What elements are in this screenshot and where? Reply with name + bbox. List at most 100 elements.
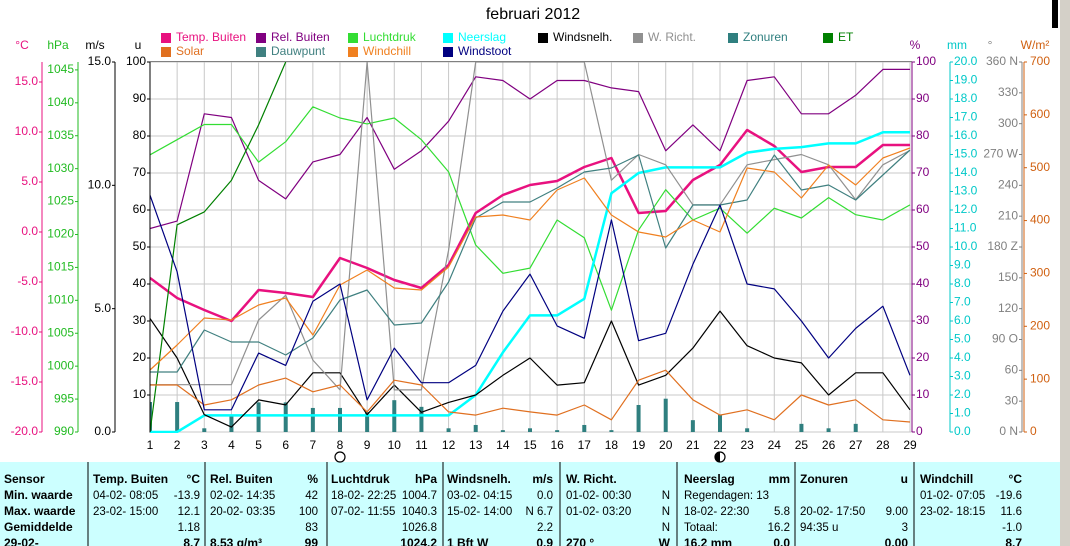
table-cell-value: 1004.7 — [402, 490, 437, 502]
x-tick-label: 4 — [228, 438, 235, 452]
table-cell-value: 42 — [305, 490, 318, 502]
axis-unit: % — [910, 38, 921, 52]
axis-unit: W/m² — [1021, 38, 1050, 52]
table-cell-value: mm — [769, 472, 790, 486]
table-cell-value: 8.7 — [1005, 536, 1022, 546]
scrollbar[interactable] — [1060, 0, 1070, 546]
bar — [310, 407, 315, 432]
legend-label: Windstoot — [458, 44, 512, 58]
x-tick-label: 6 — [282, 438, 289, 452]
legend-label: Windchill — [363, 44, 411, 58]
table-cell-value: 11.6 — [1000, 506, 1022, 518]
y-tick-label: 1000 — [47, 358, 74, 372]
y-tick-label: 3.0 — [954, 369, 971, 383]
table-cell-value: °C — [187, 472, 201, 486]
legend-label: Zonuren — [743, 30, 788, 44]
y-tick-label: 0.0 — [94, 424, 111, 438]
table-cell-value: 100 — [299, 506, 318, 518]
y-tick-label: 1020 — [47, 227, 74, 241]
y-tick-label: 330 — [998, 85, 1018, 99]
table-cell-value: W — [659, 536, 671, 546]
y-tick-label: 17.0 — [954, 110, 978, 124]
y-tick-label: 12.0 — [954, 202, 978, 216]
table-cell: 07-02- 11:55 — [331, 506, 395, 518]
series-line — [150, 106, 911, 311]
y-tick-label: 1025 — [47, 194, 74, 208]
axis-unit: u — [135, 38, 142, 52]
bar — [150, 402, 152, 432]
y-tick-label: -5.0 — [17, 274, 38, 288]
bar — [690, 420, 695, 432]
x-tick-label: 16 — [550, 438, 564, 452]
y-tick-label: 30 — [133, 313, 147, 327]
y-tick-label: 5.0 — [21, 174, 38, 188]
x-tick-label: 13 — [469, 438, 483, 452]
axis-unit: hPa — [47, 38, 69, 52]
y-tick-label: 10.0 — [88, 178, 112, 192]
y-tick-label: 360 N — [986, 54, 1018, 68]
table-cell: 20-02- 03:35 — [210, 506, 275, 518]
x-tick-label: 12 — [442, 438, 456, 452]
table-cell-value: 0.0 — [537, 490, 553, 502]
y-tick-label: 1030 — [47, 161, 74, 175]
legend-label: ET — [838, 30, 854, 44]
table-cell: 02-02- 14:35 — [210, 490, 275, 502]
y-tick-label: 600 — [1030, 107, 1050, 121]
table-cell: 1 Bft W — [447, 536, 489, 546]
table-cell-value: N 6.7 — [526, 506, 554, 518]
legend-swatch — [348, 33, 358, 43]
y-tick-label: 0 — [916, 424, 923, 438]
y-tick-label: 1010 — [47, 292, 74, 306]
x-tick-label: 11 — [415, 438, 428, 452]
table-cell-value: -1.0 — [1002, 522, 1022, 534]
series-line — [150, 149, 911, 373]
x-tick-label: 20 — [659, 438, 673, 452]
bar — [365, 412, 370, 432]
y-tick-label: 40 — [133, 276, 147, 290]
table-cell: 15-02- 14:00 — [447, 506, 512, 518]
table-cell: Rel. Buiten — [210, 472, 273, 486]
y-tick-label: 1040 — [47, 95, 74, 109]
y-tick-label: 1045 — [47, 62, 74, 76]
bar — [718, 414, 722, 432]
table-cell-value: 0.9 — [536, 536, 553, 546]
y-tick-label: 180 Z — [987, 239, 1018, 253]
bar — [528, 428, 532, 432]
y-tick-label: 0 — [1030, 424, 1037, 438]
table-cell: 01-02- 07:05 — [920, 490, 985, 502]
legend-swatch — [161, 33, 171, 43]
table-cell: Luchtdruk — [331, 472, 390, 486]
bar — [229, 414, 234, 432]
bar — [853, 423, 858, 432]
bar — [799, 423, 804, 432]
legend-label: Windsnelh. — [553, 30, 612, 44]
x-tick-label: 26 — [822, 438, 836, 452]
table-cell: Regendagen: 13 — [684, 490, 769, 502]
legend-label: W. Richt. — [648, 30, 696, 44]
x-tick-label: 14 — [496, 438, 510, 452]
table-cell: Windsnelh. — [447, 472, 511, 486]
table-cell: W. Richt. — [566, 472, 617, 486]
y-tick-label: 500 — [1030, 160, 1050, 174]
y-tick-label: 15.0 — [88, 54, 112, 68]
y-tick-label: 30 — [1005, 393, 1019, 407]
bar — [636, 404, 641, 432]
legend-label: Rel. Buiten — [271, 30, 330, 44]
y-tick-label: 50 — [916, 239, 930, 253]
y-tick-label: 14.0 — [954, 165, 978, 179]
legend-swatch — [443, 33, 453, 43]
table-cell-value: N — [662, 506, 670, 518]
table-cell: 03-02- 04:15 — [447, 490, 512, 502]
table-cell-value: 83 — [305, 522, 318, 534]
x-tick-label: 24 — [768, 438, 782, 452]
y-tick-label: 1005 — [47, 325, 74, 339]
table-cell-value: 1040.3 — [402, 506, 437, 518]
table-cell-value: -19.6 — [996, 490, 1022, 502]
y-tick-label: 300 — [998, 116, 1018, 130]
legend-swatch — [538, 33, 548, 43]
y-tick-label: 300 — [1030, 266, 1050, 280]
y-tick-label: 2.0 — [954, 387, 971, 401]
table-cell: 04-02- 08:05 — [93, 490, 158, 502]
table-cell: 01-02- 00:30 — [566, 490, 631, 502]
table-cell: 01-02- 03:20 — [566, 506, 631, 518]
